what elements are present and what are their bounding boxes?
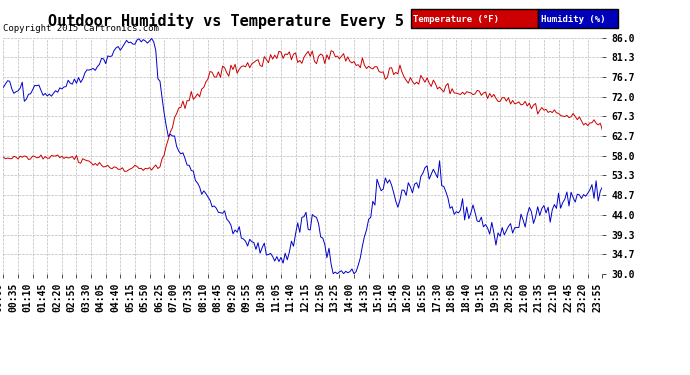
- Text: Temperature (°F): Temperature (°F): [413, 15, 500, 24]
- Text: Copyright 2015 Cartronics.com: Copyright 2015 Cartronics.com: [3, 24, 159, 33]
- Text: Outdoor Humidity vs Temperature Every 5 Minutes 20150628: Outdoor Humidity vs Temperature Every 5 …: [48, 13, 559, 29]
- Text: Humidity (%): Humidity (%): [541, 15, 605, 24]
